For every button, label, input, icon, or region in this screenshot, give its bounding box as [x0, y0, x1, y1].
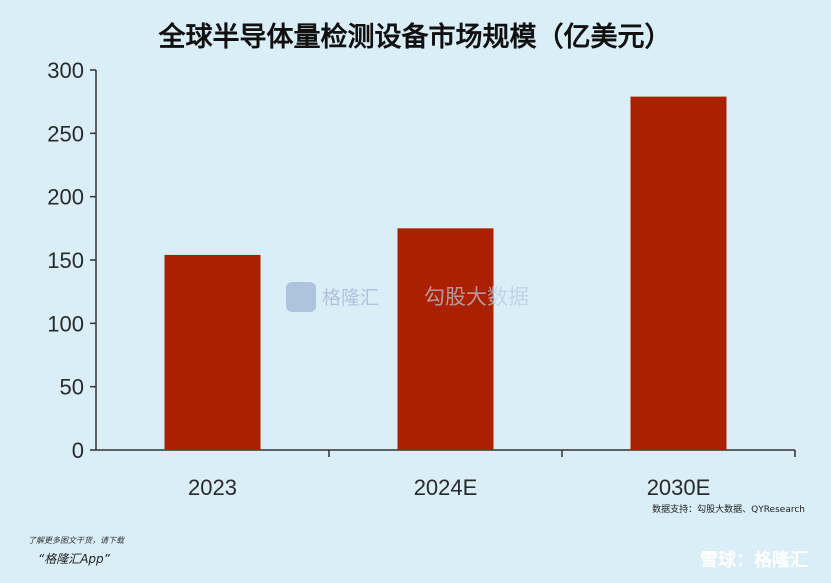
- x-tick-label: 2023: [188, 475, 237, 500]
- gelonghui-watermark: 格隆汇: [286, 282, 379, 312]
- y-tick-label: 100: [47, 311, 84, 336]
- y-tick-label: 50: [60, 375, 84, 400]
- bar: [630, 96, 727, 450]
- bar: [164, 254, 261, 450]
- x-tick-label: 2024E: [414, 475, 478, 500]
- y-tick-label: 200: [47, 185, 84, 210]
- source-note: 数据支持：勾股大数据、QYResearch: [652, 503, 805, 515]
- watermark-brand-2: 勾股大数据: [424, 285, 529, 309]
- x-ticks: 2023 2024E 2030E: [188, 475, 710, 500]
- snowball-watermark-text: 雪球：格隆汇: [700, 549, 808, 571]
- y-tick-label: 0: [72, 438, 84, 463]
- y-tick-label: 250: [47, 121, 84, 146]
- watermark-brand-1: 格隆汇: [322, 287, 379, 309]
- y-ticks: 0 50 100 150 200 250 300: [47, 58, 84, 463]
- gougu-watermark: 勾股大数据: [424, 285, 529, 309]
- promo-line-2: “格隆汇App”: [38, 552, 111, 566]
- bar: [397, 228, 494, 450]
- y-tick-label: 150: [47, 248, 84, 273]
- snowball-watermark: 雪球：格隆汇: [700, 549, 808, 571]
- bars: [164, 96, 727, 450]
- chart-title: 全球半导体量检测设备市场规模（亿美元）: [158, 21, 672, 53]
- promo-line-1: 了解更多图文干货，请下载: [28, 536, 125, 545]
- x-tick-label: 2030E: [647, 475, 711, 500]
- gelonghui-logo-icon: [286, 282, 316, 312]
- y-tick-label: 300: [47, 58, 84, 83]
